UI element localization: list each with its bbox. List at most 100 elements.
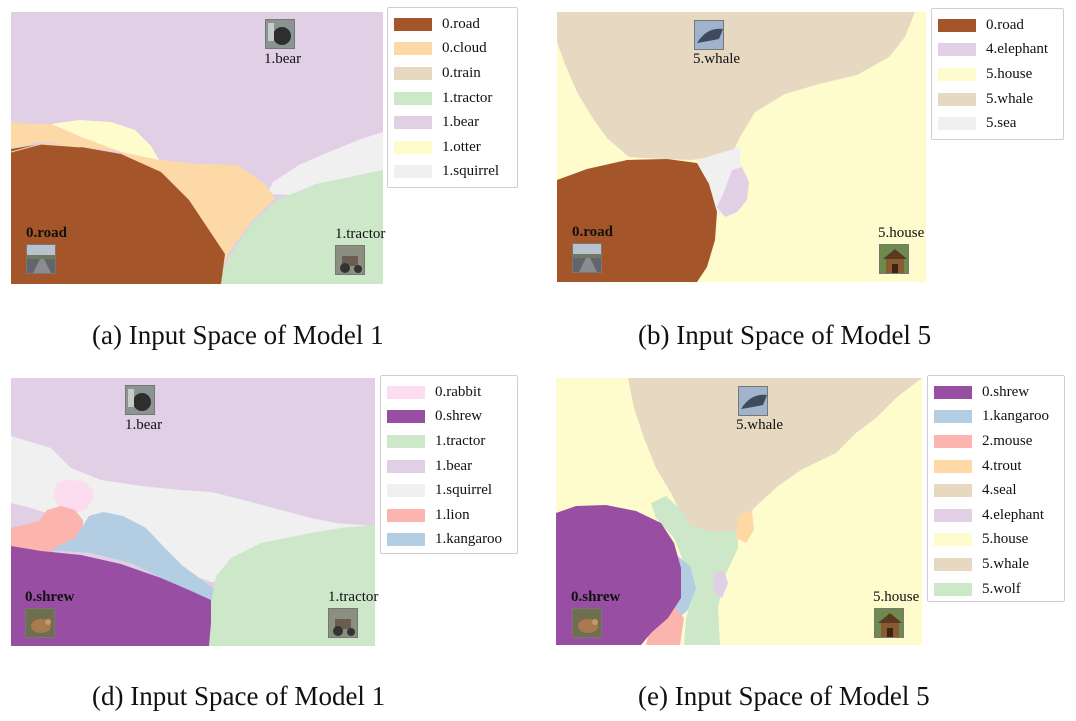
legend-item: 1.bear xyxy=(394,110,511,135)
legend-label: 1.otter xyxy=(442,138,481,155)
bear-thumbnail-icon xyxy=(125,385,155,415)
legend-label: 1.tractor xyxy=(442,89,493,106)
legend-swatch xyxy=(387,385,425,399)
legend-e: 0.shrew 1.kangaroo 2.mouse 4.trout 4.seal 4.e… xyxy=(927,375,1065,602)
legend-item: 5.house xyxy=(934,528,1058,553)
legend-label: 4.elephant xyxy=(986,41,1049,58)
region-trout xyxy=(736,510,754,543)
legend-items: 0.shrew 1.kangaroo 2.mouse 4.trout 4.seal 4.e… xyxy=(934,380,1058,601)
legend-item: 1.kangaroo xyxy=(387,528,511,553)
legend-swatch xyxy=(387,533,425,547)
caption-a: (a) Input Space of Model 1 xyxy=(92,320,384,350)
region-elephant xyxy=(714,570,728,598)
legend-item: 0.road xyxy=(938,13,1057,38)
point-label: 1.bear xyxy=(125,417,163,433)
legend-swatch xyxy=(938,18,976,32)
legend-item: 5.whale xyxy=(938,87,1057,112)
road-thumbnail-icon xyxy=(572,243,602,273)
legend-label: 1.bear xyxy=(442,114,480,131)
legend-swatch xyxy=(387,434,425,448)
decision-region-map-a xyxy=(11,12,383,284)
legend-item: 5.house xyxy=(938,62,1057,87)
legend-item: 1.squirrel xyxy=(394,160,511,185)
point-label: 0.road xyxy=(572,224,613,240)
legend-swatch xyxy=(934,410,972,424)
legend-label: 1.squirrel xyxy=(442,163,500,180)
legend-item: 5.wolf xyxy=(934,577,1058,602)
house-thumbnail-icon xyxy=(879,244,909,274)
legend-label: 1.lion xyxy=(435,506,470,523)
region-sea xyxy=(697,147,741,217)
legend-item: 1.lion xyxy=(387,503,511,528)
region-shrew xyxy=(11,546,211,646)
legend-item: 0.road xyxy=(394,12,511,37)
decision-region-map-b xyxy=(557,12,926,282)
legend-label: 5.whale xyxy=(982,555,1030,572)
legend-swatch xyxy=(387,484,425,498)
panel-b: 5.whale 0.road 5.house 0.road 4.elephant 5… xyxy=(0,0,1076,360)
region-whale xyxy=(557,12,915,164)
region-whale xyxy=(628,378,922,533)
legend-label: 0.cloud xyxy=(442,40,487,57)
tractor-thumbnail-icon xyxy=(335,245,365,275)
legend-label: 1.squirrel xyxy=(435,482,493,499)
region-rabbit xyxy=(53,480,93,514)
legend-swatch xyxy=(934,557,972,571)
legend-item: 2.mouse xyxy=(934,429,1058,454)
decision-region-map-d xyxy=(11,378,375,646)
legend-swatch xyxy=(394,91,432,105)
legend-item: 5.sea xyxy=(938,111,1057,136)
legend-items: 0.rabbit 0.shrew 1.tractor 1.bear 1.squirrel… xyxy=(387,380,511,552)
point-label: 0.shrew xyxy=(25,589,75,605)
legend-label: 1.tractor xyxy=(435,432,486,449)
caption-b: (b) Input Space of Model 5 xyxy=(638,320,932,350)
legend-item: 0.train xyxy=(394,61,511,86)
legend-label: 5.house xyxy=(986,65,1033,82)
region-wolf xyxy=(651,496,738,645)
region-otter xyxy=(51,120,159,160)
legend-label: 5.whale xyxy=(986,90,1034,107)
legend-swatch xyxy=(394,17,432,31)
legend-label: 2.mouse xyxy=(982,432,1033,449)
tractor-thumbnail-icon xyxy=(328,608,358,638)
region-plot-b xyxy=(557,12,926,282)
point-label: 1.tractor xyxy=(328,589,379,605)
road-thumbnail-icon xyxy=(26,244,56,274)
legend-swatch xyxy=(938,117,976,131)
legend-swatch xyxy=(394,42,432,56)
legend-label: 0.road xyxy=(442,15,480,32)
legend-label: 5.sea xyxy=(986,115,1017,132)
legend-label: 0.shrew xyxy=(435,408,483,425)
point-label: 0.shrew xyxy=(571,589,621,605)
legend-swatch xyxy=(387,410,425,424)
caption-e: (e) Input Space of Model 5 xyxy=(638,681,930,711)
legend-label: 0.shrew xyxy=(982,383,1030,400)
legend-items: 0.road 0.cloud 0.train 1.tractor 1.bear 1.ott… xyxy=(394,12,511,184)
legend-swatch xyxy=(934,434,972,448)
legend-items: 0.road 4.elephant 5.house 5.whale 5.sea xyxy=(938,13,1057,136)
legend-swatch xyxy=(934,533,972,547)
legend-label: 4.elephant xyxy=(982,506,1045,523)
legend-label: 4.trout xyxy=(982,457,1022,474)
point-label: 5.whale xyxy=(693,51,741,67)
legend-swatch xyxy=(938,92,976,106)
legend-label: 1.kangaroo xyxy=(435,531,503,548)
legend-item: 4.elephant xyxy=(934,503,1058,528)
legend-swatch xyxy=(934,484,972,498)
whale-thumbnail-icon xyxy=(738,386,768,416)
legend-swatch xyxy=(394,165,432,179)
legend-swatch xyxy=(394,140,432,154)
point-label: 1.bear xyxy=(264,51,302,67)
region-kangaroo xyxy=(51,512,221,603)
legend-item: 5.whale xyxy=(934,552,1058,577)
legend-item: 1.tractor xyxy=(387,429,511,454)
legend-label: 0.rabbit xyxy=(435,383,482,400)
legend-label: 1.kangaroo xyxy=(982,408,1050,425)
legend-swatch xyxy=(394,66,432,80)
legend-swatch xyxy=(934,459,972,473)
legend-swatch xyxy=(387,459,425,473)
legend-label: 0.road xyxy=(986,16,1024,33)
region-plot-a xyxy=(11,12,383,284)
legend-d: 0.rabbit 0.shrew 1.tractor 1.bear 1.squirrel… xyxy=(380,375,518,554)
